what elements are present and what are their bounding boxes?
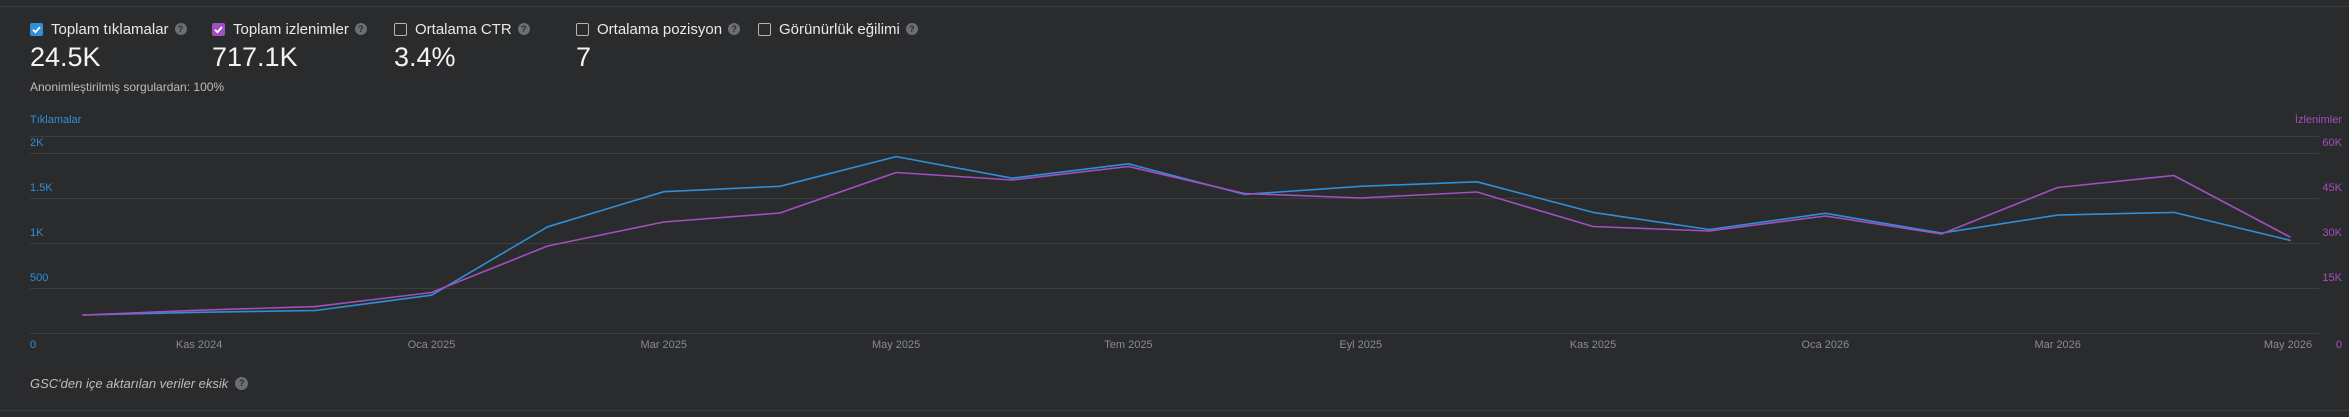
data-point-impressions [82,314,84,316]
y-tick-left: 0 [30,339,36,351]
x-tick-label: Oca 2026 [1802,339,1850,351]
checkbox-average-position[interactable] [576,22,589,36]
data-point-impressions [1127,165,1130,168]
data-point-clicks [1592,211,1594,214]
help-icon[interactable]: ? [905,23,918,35]
data-point-clicks [1127,163,1130,165]
x-tick-label: Tem 2025 [1104,339,1152,351]
y-tick-right: 30K [2322,227,2342,239]
data-point-impressions [198,309,200,311]
y-tick-left: 500 [30,272,48,284]
data-point-impressions [1592,225,1594,228]
y-tick-right: 60K [2322,137,2342,149]
metric-average-ctr[interactable]: Ortalama CTR ? 3.4% [394,20,530,72]
y-tick-right: 15K [2322,272,2342,284]
data-point-clicks [1708,228,1710,231]
data-point-impressions [1940,233,1943,235]
data-point-clicks [1824,212,1827,215]
x-tick-label: Kas 2024 [176,339,222,351]
x-tick-label: Mar 2025 [641,339,687,351]
metric-label: Görünürlük eğilimi [779,20,900,38]
metric-label: Toplam izlenimler [233,20,349,38]
metric-value: 7 [576,42,592,72]
anonymized-queries-note: Anonimleştirilmiş sorgulardan: 100% [30,80,225,94]
clicks-impressions-chart: Tıklamalar İzlenimler 0 500 1K 1.5K 2K 0 15K 30K 4… [30,113,2343,351]
metric-value: 717.1K [212,42,298,72]
help-icon[interactable]: ? [354,23,367,35]
data-point-clicks [2056,214,2059,216]
data-point-impressions [1243,192,1246,195]
x-tick-label: Oca 2025 [408,339,456,351]
x-tick-label: May 2026 [2264,339,2312,351]
data-point-impressions [779,212,781,214]
help-icon[interactable]: ? [235,377,249,390]
data-point-impressions [1359,197,1362,199]
y-tick-left: 2K [30,137,44,149]
data-point-impressions [314,305,317,308]
data-point-impressions [2056,186,2059,189]
x-tick-label: Kas 2025 [1570,339,1616,351]
data-point-impressions [1476,191,1478,193]
data-point-clicks [1011,177,1014,179]
data-point-clicks [2289,239,2291,242]
metric-label: Ortalama pozisyon [597,20,723,38]
data-point-impressions [430,291,433,294]
data-point-clicks [430,294,433,296]
bottom-divider [0,410,2349,411]
data-point-clicks [1476,181,1478,183]
help-icon[interactable]: ? [174,23,187,35]
metric-average-position[interactable]: Ortalama pozisyon ? 7 [576,20,741,72]
y-tick-right: 0 [2336,339,2342,351]
y-axis-right-label: İzlenimler [2295,113,2342,126]
data-point-impressions [895,171,897,174]
help-icon[interactable]: ? [517,23,530,35]
metric-label: Toplam tıklamalar [51,20,169,38]
metric-value: 24.5K [30,42,101,72]
data-point-impressions [1824,215,1827,217]
data-point-clicks [2173,211,2175,214]
data-point-clicks [314,309,317,312]
y-tick-left: 1K [30,227,44,239]
y-tick-right: 45K [2322,182,2342,194]
y-tick-left: 1.5K [30,182,53,194]
data-point-impressions [663,221,665,223]
metric-total-impressions[interactable]: Toplam izlenimler ? 717.1K [212,20,367,72]
data-point-clicks [663,190,665,193]
data-point-clicks [198,311,200,314]
help-icon[interactable]: ? [728,23,741,35]
data-point-clicks [779,185,781,188]
y-axis-left-label: Tıklamalar [30,114,82,126]
data-point-impressions [1708,230,1710,232]
data-point-clicks [546,226,549,228]
x-tick-label: May 2025 [872,339,920,351]
checkbox-total-impressions[interactable] [212,22,225,36]
series-line-clicks [82,155,2291,316]
metric-total-clicks[interactable]: Toplam tıklamalar ? 24.5K [30,20,187,72]
series-line-impressions [82,165,2291,316]
gsc-import-text: GSC'den içe aktarılan veriler eksik [30,376,229,391]
x-tick-label: Mar 2026 [2034,339,2080,351]
metric-value: 3.4% [394,42,456,72]
checkbox-visibility-trend[interactable] [758,22,771,36]
metric-label: Ortalama CTR [415,20,512,38]
gsc-import-note: GSC'den içe aktarılan veriler eksik ? [30,376,249,391]
checkbox-total-clicks[interactable] [30,22,43,36]
data-point-clicks [1359,185,1362,188]
data-point-impressions [1011,179,1014,181]
data-point-impressions [2173,174,2175,177]
top-divider [0,6,2349,7]
data-point-clicks [895,155,897,158]
data-point-impressions [546,245,549,247]
checkbox-average-ctr[interactable] [394,22,407,36]
metric-visibility-trend[interactable]: Görünürlük eğilimi ? [758,20,918,38]
x-tick-label: Eyl 2025 [1339,339,1382,351]
data-point-impressions [2289,236,2291,238]
